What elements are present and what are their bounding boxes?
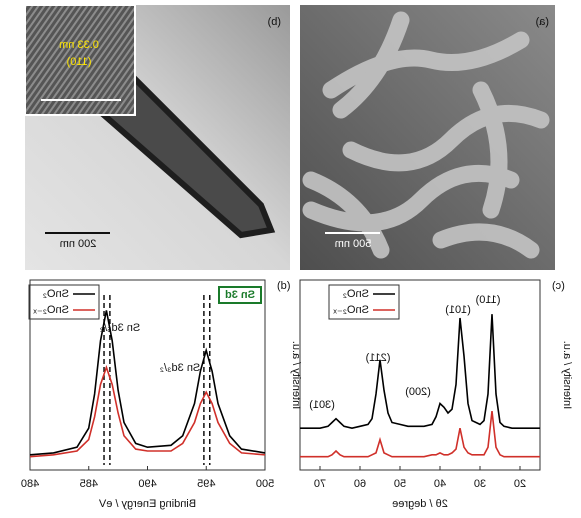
legend-label: SnO₂₋ₓ — [333, 304, 369, 316]
rod — [472, 81, 508, 219]
peak-label: Sn 3d₃/₂ — [160, 362, 201, 374]
x-tick-label: 20 — [514, 478, 526, 490]
peak-label: (200) — [405, 386, 431, 398]
rod — [332, 11, 410, 119]
peak-label: (110) — [476, 294, 501, 306]
y-axis-title: Intensity / a.u. — [561, 341, 573, 409]
hrtem-inset — [24, 4, 136, 116]
spectrum-line — [29, 364, 266, 458]
x-tick-label: 500 — [256, 478, 274, 490]
x-tick-label: 70 — [314, 478, 326, 490]
panel-label: (c) — [552, 280, 565, 292]
panel-label: (d) — [277, 280, 290, 292]
x-axis-title: 2θ / degree — [392, 498, 448, 510]
scale-bar — [325, 232, 380, 234]
rod — [322, 31, 530, 99]
x-tick-label: 495 — [197, 478, 215, 490]
box-label: Sn 3d — [225, 289, 255, 301]
legend-box — [328, 284, 400, 320]
rod — [342, 104, 550, 172]
lattice-spacing: 0.33 nm — [59, 39, 99, 51]
scale-bar-label: 200 nm — [60, 238, 97, 250]
lattice-plane: (110) — [67, 56, 92, 68]
x-tick-label: 40 — [434, 478, 446, 490]
x-tick-label: 485 — [80, 478, 98, 490]
peak-label: Sn 3d₅/₂ — [100, 322, 141, 334]
legend-label: SnO₂ — [343, 288, 369, 300]
peak-label: (101) — [445, 304, 471, 316]
rod — [302, 171, 390, 259]
plot-frame — [299, 279, 541, 471]
x-tick-label: 60 — [354, 478, 366, 490]
panel-label: (b) — [268, 16, 281, 28]
x-tick-label: 490 — [138, 478, 156, 490]
legend-box — [28, 284, 100, 320]
x-tick-label: 30 — [474, 478, 486, 490]
spectrum-line — [300, 411, 540, 458]
rod — [302, 164, 520, 232]
scale-bar-label: 500 nm — [335, 238, 372, 250]
spectrum-line — [29, 310, 266, 456]
nanorods — [302, 11, 550, 259]
mirrored-figure: (a) 500 nm 0.33 nm (110) (b) 200 nm 20 30… — [21, 4, 573, 510]
panel-label: (a) — [536, 16, 549, 28]
y-axis-title: Intensity / a.u. — [290, 341, 302, 409]
legend-label: SnO₂₋ₓ — [33, 304, 69, 316]
spectrum-line — [300, 314, 540, 430]
scale-bar — [45, 232, 110, 234]
peak-label: (301) — [309, 399, 335, 411]
legend-label: SnO₂ — [43, 288, 69, 300]
x-tick-label: 50 — [394, 478, 406, 490]
rod — [432, 223, 540, 259]
box-label-frame — [218, 286, 262, 304]
peak-label: (211) — [366, 352, 391, 364]
x-tick-label: 480 — [21, 478, 39, 490]
x-axis-title: Binding Energy / eV — [98, 498, 196, 510]
